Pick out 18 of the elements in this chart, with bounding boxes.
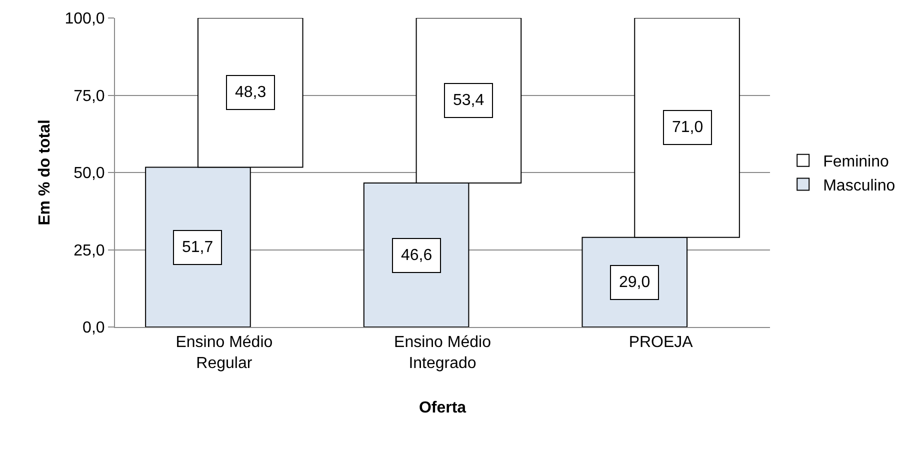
x-tick-label: Ensino Médio Regular: [176, 334, 273, 372]
data-label: 71,0: [672, 119, 704, 136]
legend-label: Masculino: [823, 177, 896, 194]
data-label: 51,7: [182, 239, 214, 256]
y-tick-label: 25,0: [74, 242, 105, 260]
y-tick-label: 0,0: [82, 320, 105, 337]
legend-label: Feminino: [823, 154, 890, 171]
x-tick-label: PROEJA: [628, 334, 694, 352]
y-axis-title: Em % do total: [36, 120, 54, 226]
data-label: 48,3: [235, 84, 266, 101]
data-label: 29,0: [619, 274, 650, 291]
x-axis-title: Oferta: [418, 400, 466, 417]
data-label: 46,6: [401, 247, 432, 264]
x-tick-label: Ensino Médio Integrado: [394, 334, 492, 372]
data-label: 53,4: [453, 92, 484, 109]
y-tick-label: 50,0: [74, 165, 105, 182]
y-tick-label: 75,0: [74, 88, 105, 105]
y-tick-label: 100,0: [64, 10, 105, 28]
